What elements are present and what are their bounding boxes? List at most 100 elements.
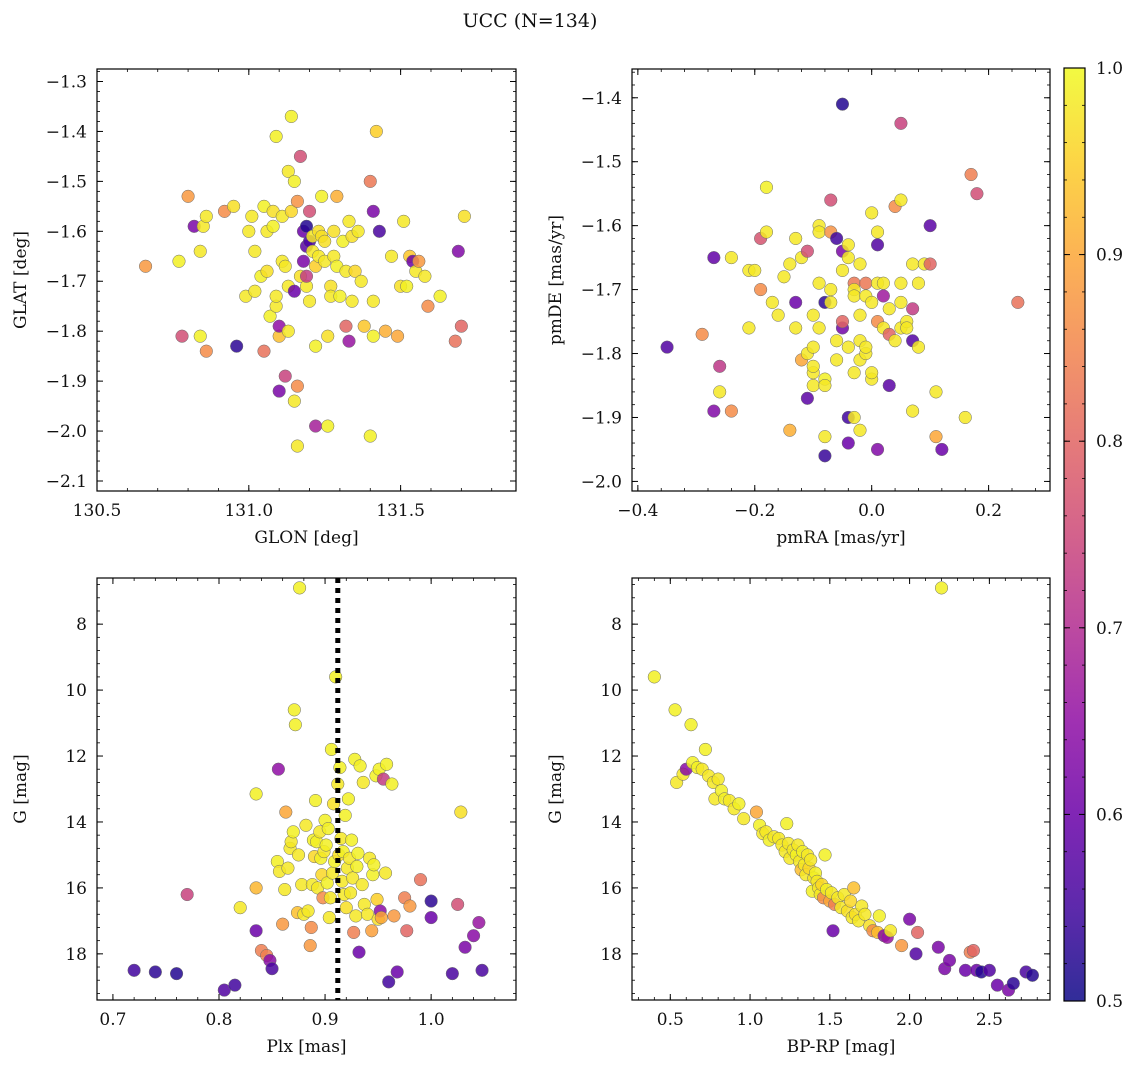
data-point	[343, 886, 358, 900]
data-point	[818, 430, 832, 444]
data-point	[339, 901, 353, 915]
data-point	[249, 924, 263, 938]
data-point	[800, 244, 814, 258]
data-point	[342, 214, 356, 228]
data-point	[911, 276, 926, 290]
data-point	[451, 244, 465, 258]
y-tick-label: 10	[65, 681, 87, 701]
data-point	[800, 391, 814, 405]
data-point	[403, 899, 417, 913]
data-point	[966, 943, 980, 958]
data-point	[806, 340, 820, 354]
y-tick-label: 12	[600, 747, 622, 767]
data-point	[1025, 968, 1040, 982]
y-tick-label: −2.0	[581, 472, 622, 492]
data-point	[272, 384, 286, 398]
x-tick-label: 0.8	[205, 1010, 232, 1030]
data-point	[894, 295, 908, 309]
data-point	[367, 858, 381, 872]
colorbar-tick-label: 0.6	[1096, 805, 1123, 825]
data-point	[302, 204, 317, 218]
data-point	[248, 284, 262, 298]
data-point	[265, 962, 279, 976]
data-point	[363, 429, 377, 443]
data-point	[929, 385, 943, 399]
data-point	[172, 254, 186, 268]
data-point	[771, 308, 785, 322]
data-point	[412, 254, 426, 268]
data-point	[859, 276, 873, 290]
data-point	[824, 295, 838, 309]
data-point	[870, 442, 885, 456]
data-point	[217, 983, 231, 997]
data-point	[354, 274, 368, 288]
data-point	[249, 881, 263, 895]
data-point	[870, 225, 885, 239]
data-point	[180, 887, 194, 902]
y-tick-label: −1.9	[46, 372, 87, 392]
data-point	[445, 967, 459, 981]
data-point	[883, 924, 898, 938]
data-point	[812, 321, 826, 335]
data-point	[830, 231, 844, 245]
data-point	[660, 340, 674, 354]
data-point	[339, 319, 353, 333]
data-point	[269, 289, 283, 303]
data-point	[900, 321, 914, 335]
data-point	[352, 945, 366, 959]
data-point	[342, 334, 356, 348]
data-point	[909, 947, 923, 961]
data-point	[964, 167, 978, 182]
data-point	[299, 219, 314, 233]
data-point	[175, 329, 189, 343]
data-point	[923, 219, 937, 233]
data-point	[467, 929, 481, 943]
data-point	[806, 308, 820, 322]
data-point	[732, 797, 746, 811]
data-point	[695, 327, 709, 341]
data-point	[276, 917, 290, 931]
data-point	[309, 419, 323, 433]
data-point	[199, 209, 213, 223]
data-point	[894, 193, 908, 207]
y-tick-label: 16	[65, 879, 87, 899]
colorbar-gradient	[1063, 67, 1086, 1002]
data-point	[281, 861, 295, 875]
data-point	[906, 302, 920, 316]
data-point	[759, 225, 774, 239]
data-point	[170, 967, 184, 981]
data-point	[844, 894, 858, 908]
data-point	[353, 759, 367, 773]
data-point	[288, 718, 302, 732]
data-point	[990, 978, 1004, 992]
y-tick-label: 14	[65, 813, 87, 833]
data-point	[319, 838, 333, 852]
data-point	[287, 174, 301, 188]
data-point	[296, 254, 311, 268]
scatter-points	[660, 97, 1025, 463]
data-point	[139, 259, 153, 273]
data-point	[290, 194, 304, 208]
data-point	[929, 430, 943, 444]
data-point	[713, 385, 727, 399]
x-tick-label: 1.5	[816, 1010, 843, 1030]
data-point	[958, 410, 972, 425]
data-point	[400, 924, 414, 938]
data-point	[970, 187, 984, 201]
data-point	[872, 909, 886, 923]
data-point	[906, 404, 920, 418]
data-point	[301, 904, 315, 918]
colorbar-tick-label: 0.7	[1096, 619, 1123, 639]
data-point	[830, 334, 844, 348]
data-point	[281, 164, 295, 178]
data-point	[859, 340, 873, 354]
data-point	[397, 214, 411, 228]
data-point	[304, 920, 318, 935]
data-point	[338, 808, 352, 822]
data-point	[293, 581, 307, 595]
data-point	[278, 369, 292, 383]
data-point	[742, 321, 756, 335]
data-point	[345, 294, 359, 308]
data-point	[230, 339, 244, 353]
